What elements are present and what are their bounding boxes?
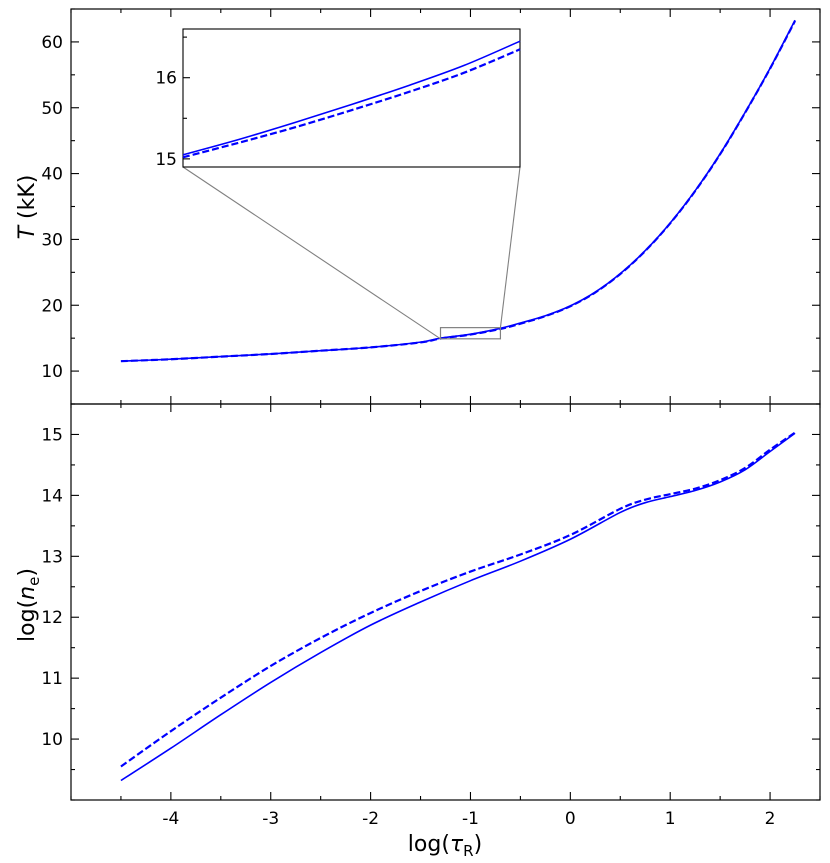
top-panel-y-tick-label: 60 — [41, 33, 63, 53]
inset-series-dashed-line — [182, 48, 521, 159]
bottom-panel-x-tick-label: -1 — [462, 809, 479, 829]
y-axis-suffix: ) — [15, 568, 40, 577]
inset-series-solid-line — [182, 40, 521, 156]
bottom-panel-frame — [70, 403, 821, 801]
top-panel-y-tick-label: 10 — [41, 362, 63, 382]
zoom-region-box — [439, 327, 502, 340]
inset-y-tick-label: 15 — [155, 150, 177, 170]
y-axis-prefix: log( — [15, 600, 40, 642]
bottom-panel-y-tick-label: 14 — [41, 486, 63, 506]
inset-frame — [182, 28, 521, 168]
bottom-panel-y-tick-label: 15 — [41, 425, 63, 445]
y-axis-unit: (kK) — [15, 175, 40, 226]
zoom-connector-line — [499, 166, 521, 328]
bottom-panel-x-tick-label: 1 — [665, 809, 676, 829]
top-panel-y-tick-label: 50 — [41, 99, 63, 119]
top-panel-series-dashed-line — [120, 20, 797, 363]
bottom-panel-y-tick-label: 12 — [41, 608, 63, 628]
y-axis-symbol-T: T — [15, 224, 40, 239]
bottom-panel-x-tick-label: 0 — [565, 809, 576, 829]
y-axis-title-temperature: T (kK) — [15, 175, 40, 240]
zoom-connector-line — [182, 166, 441, 340]
bottom-panel-x-tick-label: -4 — [162, 809, 179, 829]
x-axis-title-optical-depth: log(τR) — [408, 832, 482, 860]
top-panel-y-tick-label: 40 — [41, 165, 63, 185]
y-axis-symbol-n: n — [15, 586, 40, 600]
y-axis-title-electron-density: log(ne) — [15, 568, 43, 642]
x-axis-subscript-R: R — [463, 842, 473, 860]
y-axis-subscript-e: e — [25, 577, 43, 586]
bottom-panel-series-solid-line — [120, 432, 796, 782]
x-axis-symbol-tau: τ — [450, 832, 464, 857]
top-panel-y-tick-label: 30 — [41, 230, 63, 250]
bottom-panel-y-tick-label: 13 — [41, 547, 63, 567]
x-axis-prefix: log( — [408, 832, 450, 857]
bottom-panel-series-dashed-line — [120, 431, 796, 768]
top-panel-y-tick-label: 20 — [41, 296, 63, 316]
bottom-panel-x-tick-label: -3 — [262, 809, 279, 829]
inset-y-tick-label: 16 — [155, 69, 177, 89]
bottom-panel-y-tick-label: 11 — [41, 669, 63, 689]
bottom-panel-y-tick-label: 10 — [41, 730, 63, 750]
bottom-panel-x-tick-label: -2 — [362, 809, 379, 829]
x-axis-suffix: ) — [474, 832, 483, 857]
bottom-panel-x-tick-label: 2 — [765, 809, 776, 829]
